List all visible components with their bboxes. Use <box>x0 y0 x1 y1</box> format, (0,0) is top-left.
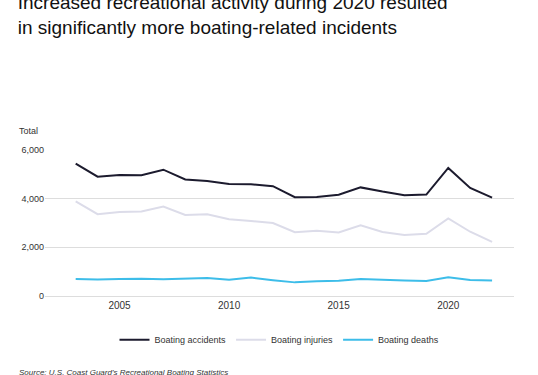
svg-text:0: 0 <box>39 291 44 301</box>
svg-text:2,000: 2,000 <box>21 242 44 252</box>
svg-text:2010: 2010 <box>218 300 241 311</box>
svg-text:6,000: 6,000 <box>21 145 44 155</box>
svg-text:Total: Total <box>19 126 38 136</box>
svg-text:Source: U.S. Coast Guard's Rec: Source: U.S. Coast Guard's Recreational … <box>19 368 228 375</box>
svg-text:Boating injuries: Boating injuries <box>271 335 333 345</box>
svg-text:2015: 2015 <box>328 300 351 311</box>
svg-text:2005: 2005 <box>108 300 131 311</box>
svg-text:4,000: 4,000 <box>21 194 44 204</box>
svg-text:Increased recreational activit: Increased recreational activity during 2… <box>18 0 448 38</box>
svg-text:Boating accidents: Boating accidents <box>155 335 227 345</box>
svg-text:2020: 2020 <box>437 300 460 311</box>
svg-text:Boating deaths: Boating deaths <box>378 335 439 345</box>
